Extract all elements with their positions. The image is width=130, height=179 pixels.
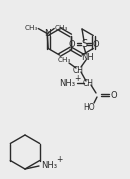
Text: O: O (69, 40, 75, 49)
Text: O: O (93, 40, 99, 49)
Text: HO: HO (83, 103, 95, 112)
Text: NH₃: NH₃ (59, 79, 75, 88)
Text: CH: CH (73, 66, 83, 74)
Text: CH₃: CH₃ (57, 57, 71, 63)
Text: CH₃: CH₃ (25, 25, 38, 30)
Text: NH: NH (81, 52, 93, 62)
Text: CH₃: CH₃ (55, 25, 68, 30)
Text: CH: CH (83, 79, 93, 88)
Text: N: N (44, 29, 51, 38)
Text: NH₃: NH₃ (41, 161, 57, 170)
Text: +: + (74, 74, 80, 83)
Text: +: + (56, 156, 62, 165)
Text: O: O (111, 91, 117, 100)
Text: S: S (81, 39, 87, 49)
